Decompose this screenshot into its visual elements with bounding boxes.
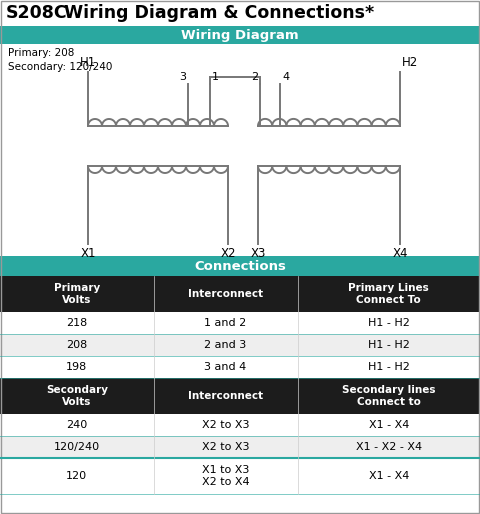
Text: H1: H1 — [80, 56, 96, 69]
Text: X1: X1 — [80, 247, 96, 260]
Text: Interconnect: Interconnect — [188, 289, 263, 299]
Text: 2: 2 — [251, 72, 258, 82]
Text: S208C: S208C — [6, 4, 68, 22]
Bar — [0, 44, 480, 256]
Text: Secondary
Volts: Secondary Volts — [46, 385, 108, 407]
Text: Primary: 208: Primary: 208 — [8, 48, 74, 58]
Text: Connections: Connections — [194, 260, 286, 272]
Text: Primary
Volts: Primary Volts — [54, 283, 100, 305]
Text: Interconnect: Interconnect — [188, 391, 263, 401]
Text: H2: H2 — [402, 56, 418, 69]
Text: 4: 4 — [282, 72, 289, 82]
Text: X1 to X3
X2 to X4: X1 to X3 X2 to X4 — [202, 465, 250, 487]
Bar — [0, 26, 480, 44]
Text: H1 - H2: H1 - H2 — [368, 362, 410, 372]
Text: 120: 120 — [66, 471, 87, 481]
Text: Secondary lines
Connect to: Secondary lines Connect to — [342, 385, 435, 407]
Text: X1 - X2 - X4: X1 - X2 - X4 — [356, 442, 422, 452]
Text: X2: X2 — [220, 247, 236, 260]
Text: Wiring Diagram: Wiring Diagram — [181, 28, 299, 42]
Text: X3: X3 — [250, 247, 266, 260]
Text: 218: 218 — [66, 318, 87, 328]
Bar — [0, 256, 480, 276]
Text: 208: 208 — [66, 340, 87, 350]
Text: X1 - X4: X1 - X4 — [369, 420, 409, 430]
Text: 120/240: 120/240 — [54, 442, 100, 452]
Text: H1 - H2: H1 - H2 — [368, 318, 410, 328]
Text: 1 and 2: 1 and 2 — [204, 318, 247, 328]
Text: X4: X4 — [392, 247, 408, 260]
Text: H1 - H2: H1 - H2 — [368, 340, 410, 350]
Bar — [0, 458, 480, 494]
Text: X2 to X3: X2 to X3 — [202, 442, 249, 452]
Text: Secondary: 120/240: Secondary: 120/240 — [8, 62, 112, 72]
Bar — [0, 276, 480, 312]
Bar — [0, 436, 480, 458]
Text: 3 and 4: 3 and 4 — [204, 362, 247, 372]
Text: 2 and 3: 2 and 3 — [204, 340, 247, 350]
Text: Primary Lines
Connect To: Primary Lines Connect To — [348, 283, 429, 305]
Text: 3: 3 — [179, 72, 186, 82]
Bar — [0, 312, 480, 334]
Bar — [0, 334, 480, 356]
Bar — [0, 378, 480, 414]
Text: Wiring Diagram & Connections*: Wiring Diagram & Connections* — [52, 4, 374, 22]
Text: X2 to X3: X2 to X3 — [202, 420, 249, 430]
Text: 1: 1 — [212, 72, 219, 82]
Text: 240: 240 — [66, 420, 87, 430]
Bar — [0, 356, 480, 378]
Bar — [0, 414, 480, 436]
Text: X1 - X4: X1 - X4 — [369, 471, 409, 481]
Text: 198: 198 — [66, 362, 87, 372]
